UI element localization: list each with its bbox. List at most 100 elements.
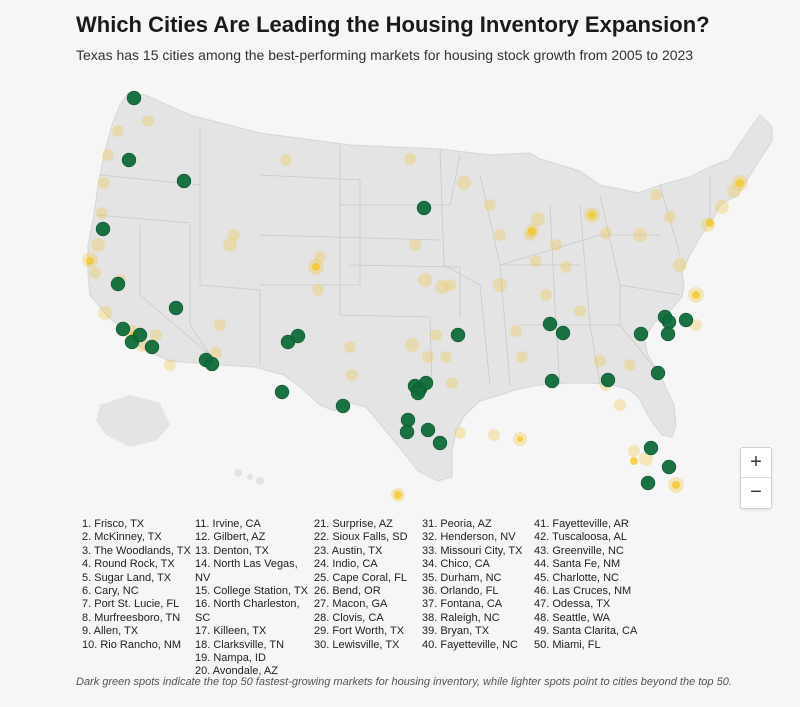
city-marker-other[interactable]: [404, 153, 416, 165]
city-marker-other[interactable]: [102, 149, 114, 161]
city-marker-other[interactable]: [150, 329, 162, 341]
city-marker-other[interactable]: [214, 319, 226, 331]
city-marker-top50[interactable]: [410, 385, 426, 401]
border-line: [259, 234, 441, 241]
city-marker-other[interactable]: [594, 355, 606, 367]
city-marker-other[interactable]: [409, 239, 421, 251]
list-item: 2. McKinney, TX: [82, 531, 162, 544]
city-marker-top50[interactable]: [542, 316, 558, 332]
city-marker-top50[interactable]: [640, 475, 656, 491]
city-marker-other[interactable]: [457, 176, 471, 190]
city-marker-other[interactable]: [314, 251, 326, 263]
city-marker-other[interactable]: [540, 289, 552, 301]
city-marker-top50[interactable]: [650, 365, 666, 381]
list-item: 26. Bend, OR: [314, 585, 381, 598]
city-marker-top50[interactable]: [274, 384, 290, 400]
city-marker-other[interactable]: [600, 227, 612, 239]
city-marker-other[interactable]: [650, 189, 662, 201]
list-item: 15. College Station, TX: [195, 585, 308, 598]
city-marker-other[interactable]: [673, 258, 687, 272]
city-marker-other[interactable]: [344, 341, 356, 353]
city-marker-other[interactable]: [727, 184, 741, 198]
city-marker-top50[interactable]: [126, 90, 142, 106]
city-marker-other[interactable]: [228, 229, 240, 241]
city-marker-top50[interactable]: [132, 327, 148, 343]
list-item: 5. Sugar Land, TX: [82, 571, 172, 584]
us-map[interactable]: [60, 85, 790, 515]
city-marker-other[interactable]: [223, 238, 237, 252]
city-marker-other[interactable]: [624, 359, 636, 371]
city-marker-top50[interactable]: [115, 321, 131, 337]
city-marker-other[interactable]: [418, 273, 432, 287]
city-marker-other[interactable]: [164, 359, 176, 371]
city-marker-top50[interactable]: [633, 326, 649, 342]
city-marker-other[interactable]: [142, 115, 154, 127]
city-marker-top50[interactable]: [420, 422, 436, 438]
city-marker-top50[interactable]: [335, 398, 351, 414]
city-marker-top50[interactable]: [661, 459, 677, 475]
city-marker-top50[interactable]: [555, 325, 571, 341]
city-marker-top50[interactable]: [290, 328, 306, 344]
city-marker-other[interactable]: [510, 325, 522, 337]
list-item: 40. Fayetteville, NC: [422, 638, 518, 651]
city-marker-other[interactable]: [550, 239, 562, 251]
city-marker-other[interactable]: [96, 207, 108, 219]
city-marker-other[interactable]: [446, 377, 458, 389]
border-line: [349, 264, 461, 317]
city-marker-other[interactable]: [488, 429, 500, 441]
city-marker-other[interactable]: [112, 125, 124, 137]
city-marker-top50[interactable]: [643, 440, 659, 456]
city-marker-other[interactable]: [531, 212, 545, 226]
city-marker-top50[interactable]: [110, 276, 126, 292]
city-marker-other[interactable]: [430, 329, 442, 341]
city-marker-other[interactable]: [405, 338, 419, 352]
list-item: 41. Fayetteville, AR: [534, 518, 629, 530]
city-marker-top50[interactable]: [204, 356, 220, 372]
city-marker-top50[interactable]: [600, 372, 616, 388]
city-marker-other[interactable]: [493, 278, 507, 292]
city-marker-other[interactable]: [435, 280, 449, 294]
city-marker-other[interactable]: [98, 177, 110, 189]
zoom-in-button[interactable]: +: [741, 448, 771, 478]
city-marker-other[interactable]: [422, 351, 434, 363]
city-marker-other[interactable]: [628, 445, 640, 457]
city-marker-other[interactable]: [280, 154, 292, 166]
city-marker-other[interactable]: [89, 267, 101, 279]
city-marker-top50[interactable]: [399, 424, 415, 440]
city-marker-other[interactable]: [664, 211, 676, 223]
city-marker-other[interactable]: [98, 306, 112, 320]
city-marker-top50[interactable]: [121, 152, 137, 168]
city-marker-other[interactable]: [560, 261, 572, 273]
city-marker-top50[interactable]: [168, 300, 184, 316]
city-marker-other[interactable]: [690, 319, 702, 331]
city-marker-top50[interactable]: [450, 327, 466, 343]
city-marker-other[interactable]: [516, 351, 528, 363]
city-marker-other[interactable]: [440, 351, 452, 363]
city-marker-other[interactable]: [444, 279, 456, 291]
city-marker-top50[interactable]: [95, 221, 111, 237]
city-marker-other[interactable]: [346, 369, 358, 381]
zoom-out-button[interactable]: −: [750, 481, 762, 503]
city-marker-other[interactable]: [633, 228, 647, 242]
city-marker-other[interactable]: [639, 452, 653, 466]
city-marker-top50[interactable]: [678, 312, 694, 328]
city-marker-other[interactable]: [530, 255, 542, 267]
city-marker-other[interactable]: [574, 305, 586, 317]
city-marker-top50[interactable]: [176, 173, 192, 189]
city-marker-other[interactable]: [494, 229, 506, 241]
list-item: 49. Santa Clarita, CA: [534, 625, 638, 638]
city-marker-top50[interactable]: [416, 200, 432, 216]
city-marker-other[interactable]: [715, 200, 729, 214]
city-marker-other[interactable]: [91, 238, 105, 252]
city-marker-other[interactable]: [312, 284, 324, 296]
city-marker-other[interactable]: [484, 199, 496, 211]
city-marker-top50[interactable]: [418, 375, 434, 391]
city-marker-top50[interactable]: [432, 435, 448, 451]
city-marker-top50[interactable]: [660, 326, 676, 342]
city-marker-top50[interactable]: [144, 339, 160, 355]
city-marker-other[interactable]: [210, 347, 222, 359]
city-marker-top50[interactable]: [544, 373, 560, 389]
list-item: 8. Murfreesboro, TN: [82, 611, 181, 624]
city-marker-other[interactable]: [454, 427, 466, 439]
city-marker-other[interactable]: [614, 399, 626, 411]
